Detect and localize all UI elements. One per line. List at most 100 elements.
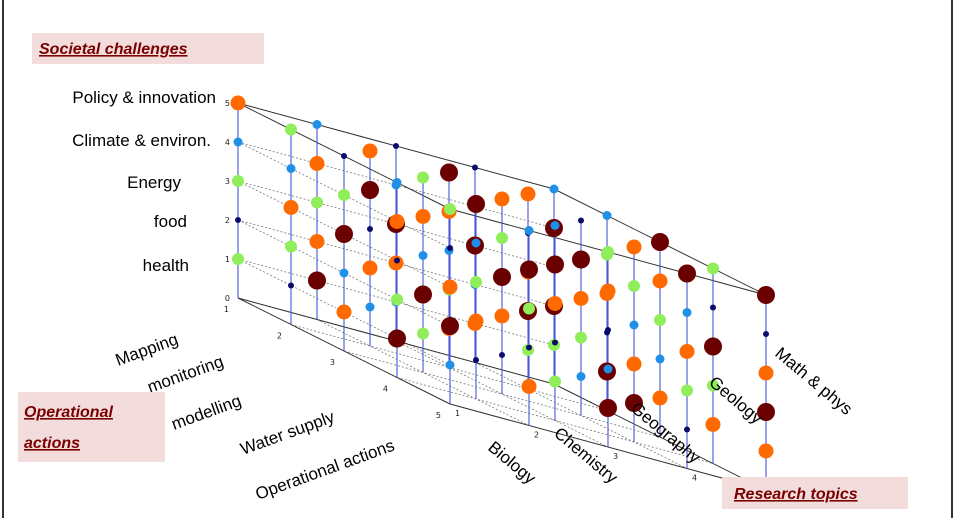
research-label-math-phys: Math & phys: [771, 344, 856, 419]
operational-tick: 1: [224, 305, 229, 314]
data-point: [655, 354, 665, 364]
societal-tick: 0: [225, 294, 230, 303]
data-point: [232, 175, 244, 187]
title-research-text: Research topics: [734, 486, 858, 503]
data-point: [552, 339, 558, 346]
data-point: [444, 203, 456, 215]
data-point: [547, 296, 563, 311]
data-point: [520, 260, 538, 279]
data-point: [468, 313, 484, 329]
data-point: [546, 255, 564, 274]
grid-line: [237, 180, 555, 268]
data-point: [757, 286, 775, 304]
data-point: [602, 211, 612, 220]
data-point: [626, 239, 642, 255]
data-point: [549, 184, 559, 194]
data-point: [707, 379, 719, 392]
data-point: [233, 137, 243, 147]
grid-line: [290, 324, 608, 411]
operational-label-modelling: modelling: [169, 391, 244, 434]
data-point: [283, 200, 299, 215]
data-point: [496, 232, 508, 244]
data-point: [605, 327, 611, 333]
title-operational: Operational actions: [18, 392, 165, 462]
data-point: [599, 399, 617, 417]
societal-tick: 3: [225, 177, 230, 186]
data-point: [308, 271, 326, 290]
operational-label-water-supply: Water supply: [238, 407, 338, 459]
data-point: [286, 164, 296, 173]
data-point: [441, 317, 459, 335]
data-point: [684, 426, 690, 433]
data-point: [338, 189, 350, 201]
operational-tick: 5: [436, 411, 441, 420]
data-point: [361, 181, 379, 199]
data-point: [285, 123, 297, 136]
research-tick: 4: [692, 474, 697, 483]
data-point: [573, 291, 589, 306]
societal-label-health: health: [143, 256, 189, 275]
grid-line: [237, 141, 451, 249]
data-point: [520, 186, 536, 202]
data-point: [312, 120, 322, 129]
data-point: [499, 352, 505, 358]
research-label-geography: Geography: [627, 399, 704, 468]
title-operational-line1: Operational: [24, 404, 113, 421]
data-point: [440, 163, 458, 182]
grid-line: [237, 141, 555, 229]
societal-label-food: food: [154, 212, 187, 231]
data-point: [472, 164, 478, 171]
societal-tick: 4: [225, 138, 230, 147]
data-point: [526, 344, 532, 351]
data-point: [442, 279, 458, 295]
grid-line: [395, 340, 609, 448]
data-point: [336, 304, 352, 320]
grid-line: [237, 258, 451, 366]
data-point: [394, 257, 400, 264]
operational-label-monitoring: monitoring: [145, 352, 226, 397]
grid-line: [237, 180, 451, 288]
research-tick: 3: [613, 452, 618, 461]
grid-line: [396, 377, 714, 464]
data-point: [602, 246, 614, 258]
title-societal: Societal challenges: [32, 33, 264, 64]
data-point: [710, 304, 716, 311]
data-point: [362, 143, 378, 159]
data-point: [654, 314, 666, 326]
data-point: [365, 302, 375, 312]
data-point: [362, 260, 378, 276]
data-point: [389, 214, 405, 229]
research-label-biology: Biology: [484, 438, 539, 489]
data-point: [288, 282, 294, 289]
data-point: [388, 329, 406, 348]
data-point: [367, 226, 373, 232]
societal-label-energy: Energy: [127, 173, 181, 192]
research-label-chemistry: Chemistry: [550, 424, 621, 488]
data-point: [704, 337, 722, 356]
data-point: [392, 178, 402, 187]
operational-tick: 3: [330, 358, 335, 367]
grid-line: [237, 219, 451, 327]
data-point: [549, 375, 561, 388]
operational-label-mapping: Mapping: [113, 330, 181, 370]
data-point: [758, 365, 774, 381]
data-point: [418, 251, 428, 260]
data-point: [678, 264, 696, 283]
data-point: [417, 171, 429, 184]
data-point: [626, 356, 642, 372]
grid-line: [343, 350, 661, 438]
data-point: [707, 262, 719, 275]
data-point: [628, 280, 640, 292]
data-point: [681, 384, 693, 397]
data-point: [625, 394, 643, 412]
data-point: [471, 238, 481, 248]
grid-line: [237, 258, 555, 346]
grid-line: [316, 319, 530, 426]
data-point: [417, 327, 429, 340]
data-point: [285, 240, 297, 253]
operational-tick: 4: [383, 385, 388, 394]
data-point: [232, 253, 244, 265]
data-point: [470, 276, 482, 288]
data-point: [393, 143, 399, 149]
data-point: [445, 360, 455, 370]
